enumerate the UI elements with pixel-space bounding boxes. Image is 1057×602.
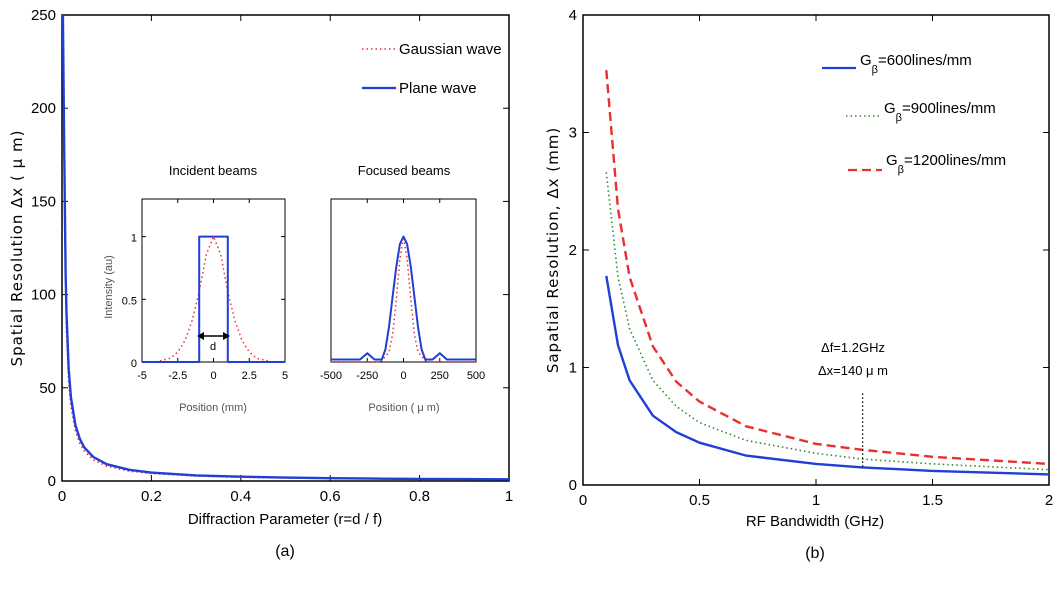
panel-b-x-tick-label: 0.5 [689,492,710,509]
panel-a-x-tick-label: 0.2 [141,488,162,505]
panel-a-y-tick-label: 200 [31,100,56,117]
legend-label-plane: Plane wave [399,80,477,97]
panel-b-y-ticks: 0 1 2 3 4 [569,7,1049,494]
panel-b-series [605,70,1050,476]
inset-incident-frame [141,198,286,363]
panel-b-y-tick-label: 0 [569,477,577,494]
panel-a-x-tick-label: 0 [58,488,66,505]
panel-a-x-axis-title: Diffraction Parameter (r=d / f) [188,511,382,528]
panel-b-x-axis-title: RF Bandwidth (GHz) [746,513,884,530]
inset-incident-y-tick-label: 0.5 [122,295,137,307]
panel-a-x-tick-label: 0.6 [320,488,341,505]
legend-label-600: Gβ=600lines/mm [860,52,972,76]
panel-b: 0 0.5 1 1.5 2 0 1 2 3 4 RF Bandwidth (GHz) Sapat… [544,7,1053,562]
panel-a-y-axis-title: Spatial Resolution Δx ( μ m) [8,130,26,367]
inset-incident-series [141,235,286,363]
inset-incident-y-tick-label: 1 [131,233,137,245]
panel-a-y-tick-label: 250 [31,7,56,24]
panel-a-legend: Gaussian wave Plane wave [362,41,502,97]
inset-focused-frame [330,198,477,363]
panel-b-x-tick-label: 2 [1045,492,1053,509]
panel-b-g-900lines-mm-line [605,172,1050,471]
panel-b-annotation: Δf=1.2GHz Δx=140 μ m [818,340,888,468]
inset-incident-plane-wave-line [142,235,285,363]
width-label-d: d [210,341,216,353]
panel-a-plane-wave-line [61,14,510,481]
inset-focused-x-tick-label: 500 [467,370,485,382]
panel-b-label: (b) [805,545,825,562]
panel-b-g-1200lines-mm-line [605,70,1050,466]
inset-focused-gaussian-wave-line [331,235,476,363]
inset-incident-x-tick-label: 0 [210,370,216,382]
inset-incident-y-title: Intensity (au) [103,255,115,319]
inset-focused-x-title: Position ( μ m) [368,402,439,414]
inset-incident-x-tick-label: 2.5 [242,370,257,382]
inset-focused-x-tick-label: -500 [320,370,342,382]
panel-b-legend: Gβ=600lines/mm Gβ=900lines/mm Gβ=1200lin… [822,52,1006,176]
inset-focused-series [331,235,476,363]
inset-incident-y-tick-label: 0 [131,358,137,370]
inset-incident-x-title: Position (mm) [179,402,247,414]
inset-focused-title: Focused beams [358,163,451,178]
legend-label-gaussian: Gaussian wave [399,41,502,58]
panel-a-y-tick-label: 100 [31,287,56,304]
panel-a-label: (a) [275,543,295,560]
panel-a-x-tick-label: 0.4 [230,488,251,505]
width-arrow-right-head [223,332,230,340]
panel-a-x-tick-label: 0.8 [409,488,430,505]
inset-incident-x-tick-label: -5 [137,370,147,382]
panel-a-x-tick-label: 1 [505,488,513,505]
inset-focused: Focused beams -500 -250 0 250 500 Position (… [320,163,485,414]
inset-focused-plane-wave-line [331,235,476,361]
panel-a-y-tick-label: 150 [31,193,56,210]
panel-b-y-axis-title: Sapatial Resolution, Δx (mm) [544,127,562,373]
panel-b-y-tick-label: 1 [569,360,577,377]
panel-a-plot-frame [61,14,510,482]
panel-b-y-tick-label: 4 [569,7,577,24]
panel-b-x-ticks: 0 0.5 1 1.5 2 [579,15,1053,509]
panel-b-g-600lines-mm-line [605,275,1050,476]
inset-focused-x-tick-label: -250 [356,370,378,382]
panel-a-series [61,14,510,481]
panel-b-x-tick-label: 1.5 [922,492,943,509]
inset-incident-x-tick-label: -2.5 [168,370,187,382]
annotation-delta-x: Δx=140 μ m [818,363,888,378]
legend-label-900: Gβ=900lines/mm [884,100,996,124]
inset-focused-x-tick-label: 0 [400,370,406,382]
width-arrow-left-head [197,332,204,340]
panel-b-x-tick-label: 0 [579,492,587,509]
inset-incident-x-tick-label: 5 [282,370,288,382]
panel-a-y-tick-label: 0 [48,473,56,490]
panel-a-y-tick-label: 50 [39,380,56,397]
panel-b-y-tick-label: 2 [569,242,577,259]
panel-b-x-tick-label: 1 [812,492,820,509]
inset-focused-x-tick-label: 250 [431,370,449,382]
legend-label-1200: Gβ=1200lines/mm [886,152,1006,176]
inset-incident-title: Incident beams [169,163,258,178]
inset-incident: Incident beams -5 -2.5 0 2.5 5 0 0.5 1 Position… [103,163,288,414]
inset-incident-gaussian-wave-line [141,235,286,363]
annotation-delta-f: Δf=1.2GHz [821,340,885,355]
inset-focused-ticks: -500 -250 0 250 500 [320,199,485,382]
panel-b-y-tick-label: 3 [569,125,577,142]
panel-a-x-ticks: 0 0.2 0.4 0.6 0.8 1 [58,15,513,505]
